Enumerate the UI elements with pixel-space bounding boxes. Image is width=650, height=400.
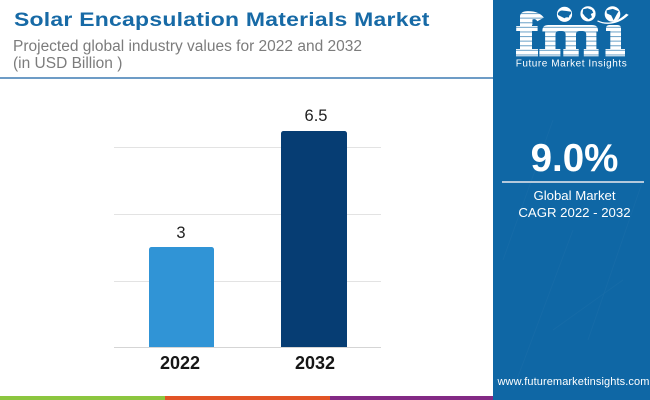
svg-text:Future Market Insights: Future Market Insights (516, 59, 628, 70)
